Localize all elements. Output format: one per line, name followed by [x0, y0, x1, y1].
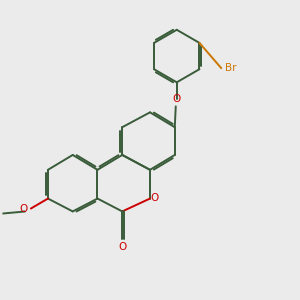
Text: O: O	[151, 193, 159, 202]
Text: O: O	[172, 94, 181, 104]
Text: O: O	[118, 242, 126, 252]
Text: Br: Br	[225, 63, 237, 73]
Text: O: O	[20, 203, 28, 214]
